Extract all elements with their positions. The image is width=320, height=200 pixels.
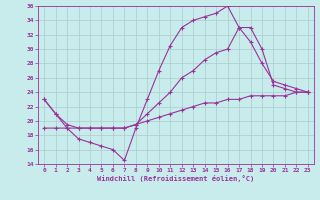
X-axis label: Windchill (Refroidissement éolien,°C): Windchill (Refroidissement éolien,°C) [97, 175, 255, 182]
